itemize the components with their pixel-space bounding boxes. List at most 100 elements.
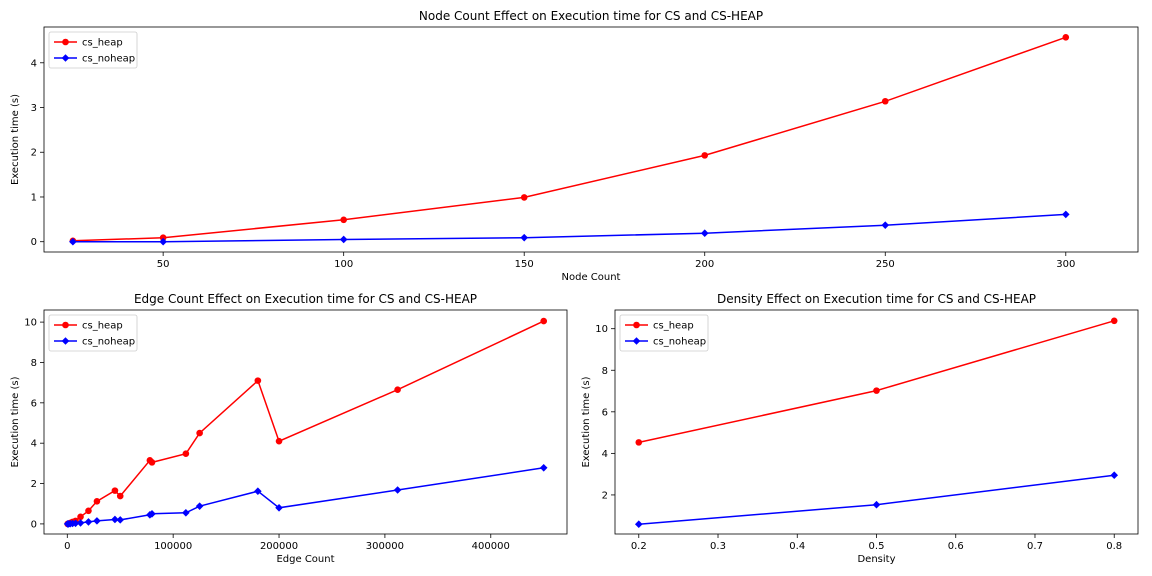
legend-label: cs_heap: [82, 38, 123, 49]
data-point: [339, 235, 348, 244]
data-point: [539, 464, 548, 472]
y-tick-label: 10: [595, 324, 608, 335]
chart-title: Density Effect on Execution time for CS …: [717, 292, 1036, 306]
y-tick-label: 6: [602, 407, 608, 418]
data-point: [196, 429, 203, 437]
y-tick-label: 2: [31, 148, 37, 159]
x-tick-label: 0.3: [710, 541, 726, 552]
data-point: [635, 439, 643, 446]
chart-title: Edge Count Effect on Execution time for …: [134, 292, 477, 306]
data-point: [520, 233, 529, 242]
data-point: [159, 234, 167, 241]
series-line: [638, 474, 1115, 525]
legend-label: cs_heap: [82, 321, 123, 332]
legend-box: [619, 314, 709, 352]
y-tick-label: 2: [31, 479, 37, 490]
data-point: [77, 513, 84, 521]
data-point: [872, 500, 881, 509]
y-tick-label: 6: [31, 398, 37, 409]
data-point: [85, 507, 92, 515]
legend-label: cs_heap: [653, 321, 694, 332]
chart-title: Node Count Effect on Execution time for …: [419, 9, 763, 23]
data-point: [116, 516, 125, 524]
x-tick-label: 200000: [260, 541, 298, 552]
y-tick-label: 0: [31, 237, 37, 248]
y-axis-label: Execution time (s): [10, 94, 21, 185]
legend-marker: [632, 337, 641, 345]
y-tick-label: 10: [24, 318, 37, 329]
legend-label: cs_noheap: [82, 54, 135, 65]
data-point: [340, 216, 347, 224]
y-axis-label: Execution time (s): [581, 376, 592, 467]
x-tick-label: 0.4: [789, 541, 805, 552]
y-tick-label: 4: [602, 449, 608, 460]
y-tick-label: 0: [31, 519, 37, 530]
data-point: [540, 317, 548, 325]
x-tick-label: 100000: [154, 541, 192, 552]
data-point: [159, 237, 167, 246]
data-point: [700, 229, 709, 238]
x-axis-label: Density: [857, 554, 895, 565]
chart-3: Density Effect on Execution time for CS …: [581, 292, 1139, 565]
data-point: [1110, 317, 1118, 325]
series-line: [67, 467, 544, 525]
data-point: [873, 387, 880, 394]
x-axis-label: Node Count: [562, 272, 621, 283]
legend-box: [48, 314, 138, 352]
y-tick-label: 8: [31, 358, 37, 369]
series-line: [638, 320, 1115, 444]
legend-marker: [62, 38, 69, 46]
data-point: [111, 487, 119, 494]
y-tick-label: 4: [31, 58, 37, 69]
data-point: [148, 510, 156, 518]
x-tick-label: 250: [876, 259, 895, 270]
series-cs_heap: [635, 317, 1118, 446]
data-point: [1061, 210, 1070, 219]
legend: cs_heap cs_noheap: [48, 314, 138, 352]
data-point: [93, 517, 101, 525]
legend-label: cs_noheap: [653, 337, 706, 348]
data-point: [195, 502, 204, 510]
data-point: [1110, 471, 1119, 479]
data-point: [520, 194, 528, 201]
series-line: [72, 213, 1066, 243]
series-cs_noheap: [63, 464, 548, 528]
legend-marker: [61, 54, 70, 62]
data-point: [93, 498, 101, 505]
x-tick-label: 0.8: [1106, 541, 1122, 552]
y-axis-label: Execution time (s): [10, 376, 21, 467]
y-tick-label: 8: [602, 366, 608, 377]
data-point: [71, 519, 80, 528]
series-line: [67, 320, 545, 525]
x-tick-label: 300: [1056, 259, 1075, 270]
x-tick-label: 0.5: [869, 541, 885, 552]
x-tick-label: 400000: [472, 541, 510, 552]
legend: cs_heap cs_noheap: [619, 314, 709, 352]
series-cs_noheap: [69, 210, 1070, 246]
plot-area: [614, 309, 1139, 535]
legend: cs_heap cs_noheap: [48, 31, 138, 69]
data-point: [701, 152, 709, 159]
x-tick-label: 150: [515, 259, 534, 270]
plot-area: [43, 26, 1139, 253]
data-point: [881, 97, 889, 105]
x-tick-label: 0.7: [1027, 541, 1043, 552]
data-point: [634, 520, 643, 529]
y-tick-label: 3: [31, 103, 37, 114]
data-point: [394, 386, 401, 394]
y-tick-label: 4: [31, 439, 37, 450]
data-point: [76, 519, 85, 527]
x-tick-label: 0.2: [631, 541, 647, 552]
data-point: [148, 459, 156, 466]
data-point: [275, 503, 283, 512]
legend-marker: [633, 321, 640, 329]
data-point: [69, 237, 77, 246]
series-line: [72, 36, 1067, 242]
x-tick-label: 50: [157, 259, 170, 270]
x-axis-label: Edge Count: [276, 554, 334, 565]
x-tick-label: 100: [334, 259, 353, 270]
legend-marker: [62, 321, 69, 329]
x-tick-label: 200: [695, 259, 714, 270]
x-tick-label: 300000: [366, 541, 404, 552]
